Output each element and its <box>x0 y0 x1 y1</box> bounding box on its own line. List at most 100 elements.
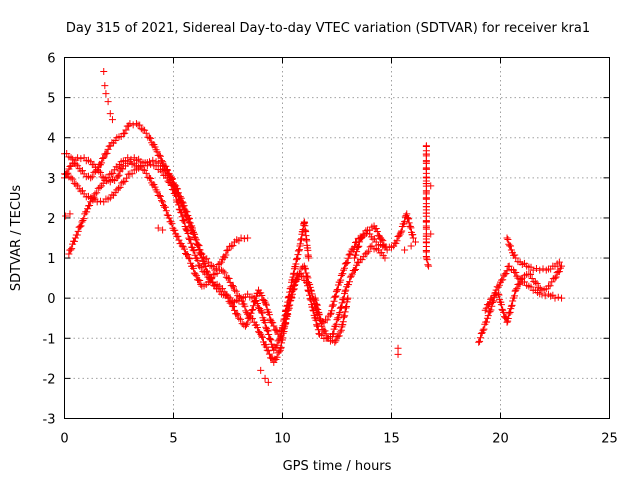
data-point <box>401 246 409 254</box>
data-point <box>295 247 303 255</box>
data-point <box>137 125 145 133</box>
data-point <box>358 256 366 264</box>
grid <box>64 57 610 419</box>
data-point <box>237 234 245 242</box>
data-point <box>108 116 116 124</box>
data-point <box>362 229 370 237</box>
data-point <box>406 222 414 230</box>
x-tick-label: 15 <box>383 432 400 447</box>
data-point <box>495 291 503 299</box>
data-point <box>96 168 104 176</box>
data-point <box>340 294 348 302</box>
data-point <box>284 310 292 318</box>
data-point <box>286 301 294 309</box>
data-point <box>508 301 516 309</box>
data-point <box>312 303 320 311</box>
data-point <box>558 262 566 270</box>
data-point <box>93 189 101 197</box>
data-point <box>373 227 381 235</box>
data-point <box>407 224 415 232</box>
data-point <box>221 269 229 277</box>
data-point <box>273 341 281 349</box>
data-point <box>342 286 350 294</box>
data-point <box>346 250 354 258</box>
data-point <box>268 340 276 348</box>
data-point <box>121 177 129 185</box>
data-point <box>208 262 216 270</box>
y-tick-label: -2 <box>43 372 56 387</box>
data-point <box>293 254 301 262</box>
data-point <box>275 348 283 356</box>
data-point <box>505 240 513 248</box>
data-point <box>337 304 345 312</box>
data-point <box>183 212 191 220</box>
data-point <box>70 159 78 167</box>
data-point <box>304 274 312 282</box>
data-point <box>411 238 419 246</box>
data-point <box>323 316 331 324</box>
data-point <box>365 247 373 255</box>
data-point <box>331 293 339 301</box>
data-point <box>334 314 342 322</box>
data-point <box>115 171 123 179</box>
data-point <box>480 325 488 333</box>
data-point <box>252 297 260 305</box>
data-point <box>265 330 273 338</box>
data-point <box>163 211 171 219</box>
data-point <box>132 120 140 128</box>
data-point <box>345 278 353 286</box>
data-point <box>396 230 404 238</box>
x-tick-label: 25 <box>601 432 618 447</box>
data-point <box>247 309 255 317</box>
data-point <box>516 280 524 288</box>
data-point <box>159 162 167 170</box>
data-point <box>186 236 194 244</box>
data-point <box>395 232 403 240</box>
data-point <box>216 260 224 268</box>
data-point <box>269 319 277 327</box>
data-point <box>162 207 170 215</box>
data-point <box>256 329 264 337</box>
y-tick-label: -3 <box>43 413 56 428</box>
data-point <box>352 266 360 274</box>
data-point <box>228 282 236 290</box>
data-point <box>268 354 276 362</box>
data-point <box>476 337 484 345</box>
data-point <box>409 231 417 239</box>
data-point <box>345 281 353 289</box>
data-point <box>146 158 154 166</box>
data-point <box>552 273 560 281</box>
data-point <box>295 269 303 277</box>
data-point <box>338 303 346 311</box>
data-point <box>141 166 149 174</box>
data-point <box>95 167 103 175</box>
data-point <box>224 293 232 301</box>
data-point <box>74 154 82 162</box>
data-point <box>176 197 184 205</box>
data-point <box>213 265 221 273</box>
data-point <box>500 308 508 316</box>
data-point <box>262 300 270 308</box>
data-point <box>329 330 337 338</box>
data-point <box>403 214 411 222</box>
data-point <box>71 234 79 242</box>
data-point <box>336 328 344 336</box>
data-point <box>348 270 356 278</box>
data-point <box>532 265 540 273</box>
data-point <box>189 264 197 272</box>
data-point <box>102 90 110 98</box>
data-point <box>394 344 402 352</box>
data-point <box>229 283 237 291</box>
data-point <box>77 222 85 230</box>
data-point <box>495 281 503 289</box>
data-point <box>109 169 117 177</box>
data-point <box>558 294 566 302</box>
data-point <box>77 155 85 163</box>
data-point <box>70 237 78 245</box>
data-point <box>66 210 74 218</box>
data-point <box>101 82 109 90</box>
data-point <box>79 217 87 225</box>
data-point <box>401 218 409 226</box>
data-point <box>68 245 76 253</box>
y-tick-label: -1 <box>43 332 56 347</box>
